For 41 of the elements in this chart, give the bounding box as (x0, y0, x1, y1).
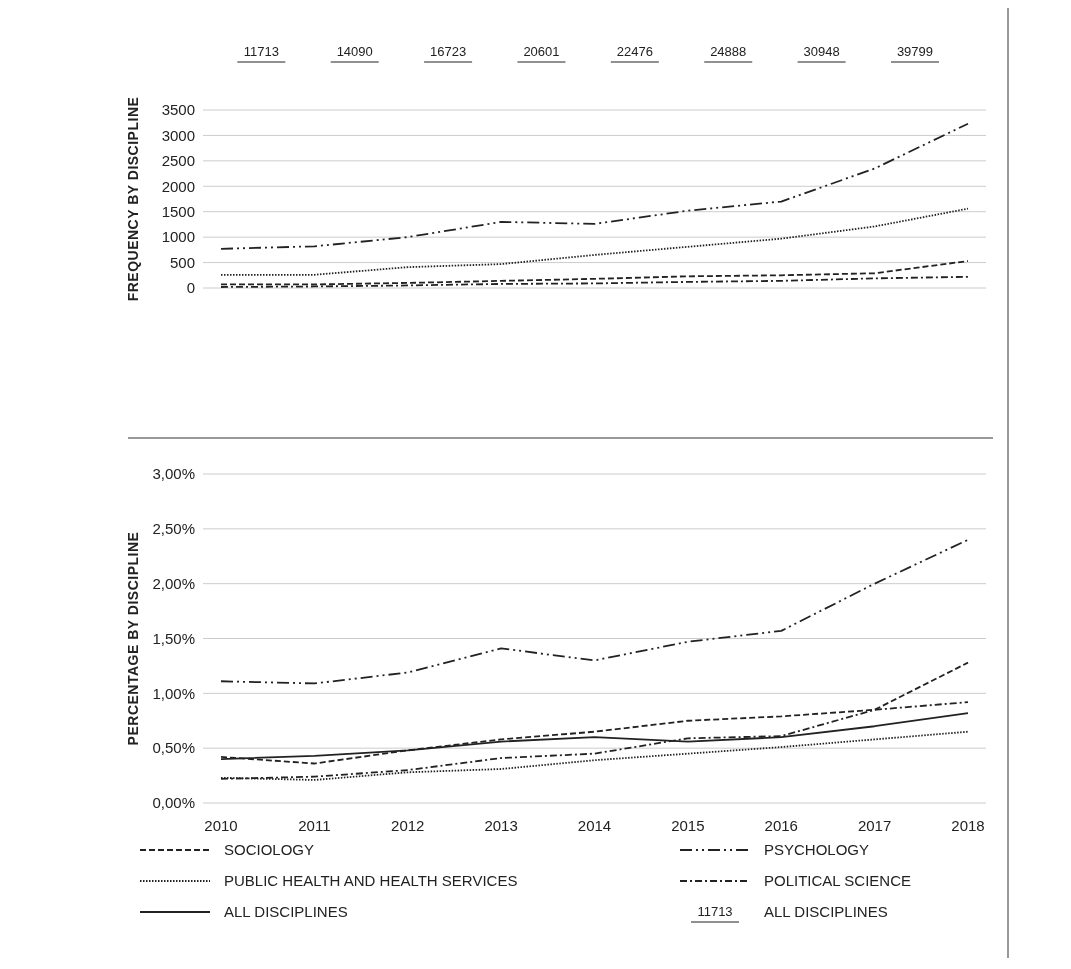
legend-label: ALL DISCIPLINES (224, 903, 348, 921)
x-tick-label: 2018 (951, 817, 985, 834)
legend-label: POLITICAL SCIENCE (764, 872, 911, 890)
data-label: 39799 (896, 44, 934, 59)
y-tick-label: 1000 (161, 228, 195, 246)
data-label: 16723 (430, 44, 467, 59)
y-tick-label: 2,00% (152, 574, 195, 592)
text: 11713 (697, 904, 733, 919)
y-tick-label: 2000 (161, 177, 195, 195)
x-tick-label: 2014 (577, 817, 612, 834)
y-tick-label: 2500 (161, 152, 195, 170)
y-tick-label: 3,00% (152, 465, 195, 483)
y-tick-label: 0 (186, 279, 195, 297)
legend-label: PSYCHOLOGY (764, 841, 870, 859)
y-tick-label: 1500 (161, 202, 195, 220)
y-tick-label: 1,00% (152, 684, 195, 702)
y-tick-label: 0,00% (152, 794, 195, 812)
y-axis-title: PERCENTAGE BY DISCIPLINE (125, 531, 141, 746)
x-tick-label: 2011 (298, 817, 331, 834)
data-label: 14090 (336, 44, 373, 59)
legend-label: PUBLIC HEALTH AND HEALTH SERVICES (224, 872, 518, 890)
legend-label: ALL DISCIPLINES (764, 903, 888, 921)
data-label: 24888 (710, 44, 747, 59)
data-label: 22476 (616, 44, 653, 59)
data-label: 20601 (523, 44, 560, 59)
y-tick-label: 3000 (161, 126, 195, 144)
y-tick-label: 2,50% (152, 520, 195, 538)
x-tick-label: 2015 (671, 817, 705, 834)
y-tick-label: 500 (169, 253, 195, 271)
data-label: 11713 (243, 44, 279, 59)
y-tick-label: 1,50% (152, 629, 195, 647)
x-tick-label: 2013 (484, 817, 518, 834)
data-label: 30948 (803, 44, 840, 59)
x-tick-label: 2010 (204, 817, 238, 834)
x-tick-label: 2012 (391, 817, 425, 834)
x-tick-label: 2016 (764, 817, 798, 834)
y-axis-title: FREQUENCY BY DISCIPLINE (125, 96, 141, 302)
y-tick-label: 0,50% (152, 739, 195, 757)
y-tick-label: 3500 (161, 101, 195, 119)
x-tick-label: 2017 (857, 817, 892, 834)
legend-label: SOCIOLOGY (224, 841, 315, 859)
